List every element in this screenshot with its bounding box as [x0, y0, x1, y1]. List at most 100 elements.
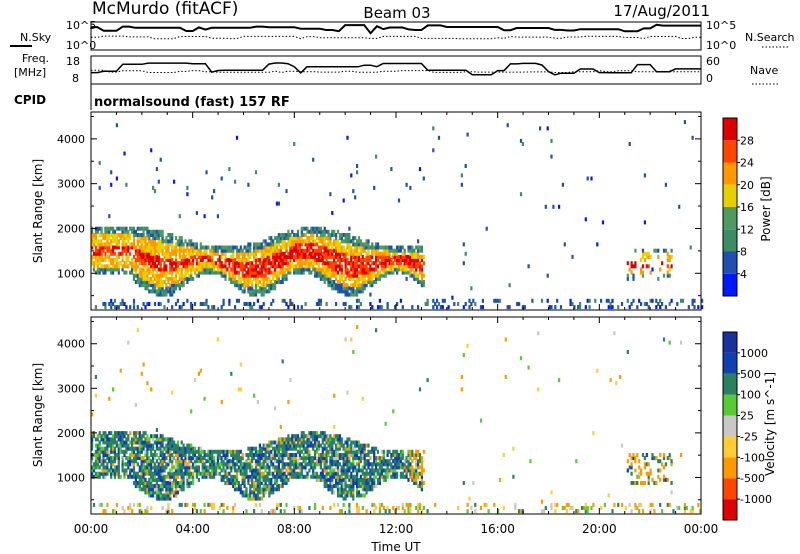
heatmap-cell — [357, 506, 361, 510]
heatmap-cell — [548, 305, 551, 310]
heatmap-cell — [222, 477, 225, 482]
heatmap-cell — [287, 229, 290, 234]
heatmap-cell — [295, 233, 298, 237]
heatmap-cell — [333, 267, 336, 272]
heatmap-cell — [662, 477, 666, 482]
heatmap-cell — [647, 481, 650, 485]
heatmap-cell — [184, 459, 187, 464]
heatmap-cell — [302, 431, 305, 436]
heatmap-cell — [346, 286, 349, 291]
heatmap-cell — [192, 456, 195, 461]
heatmap-cell — [289, 264, 292, 269]
heatmap-cell — [346, 267, 349, 272]
heatmap-cell — [268, 236, 271, 241]
heatmap-cell — [331, 242, 334, 247]
heatmap-cell — [163, 292, 166, 297]
heatmap-cell — [155, 248, 158, 253]
heatmap-cell — [146, 434, 149, 439]
heatmap-cell — [184, 261, 187, 266]
heatmap-cell — [150, 264, 153, 269]
heatmap-cell — [275, 273, 279, 278]
heatmap-cell — [350, 264, 353, 269]
heatmap-cell — [295, 453, 298, 457]
heatmap-cell — [134, 280, 137, 284]
heatmap-cell — [285, 258, 288, 263]
heatmap-cell — [304, 242, 307, 247]
heatmap-cell — [218, 449, 221, 454]
heatmap-cell — [94, 462, 97, 467]
heatmap-cell — [653, 509, 656, 514]
heatmap-cell — [356, 471, 359, 476]
heatmap-cell — [268, 481, 271, 485]
heatmap-cell — [350, 248, 353, 253]
heatmap-cell — [186, 280, 189, 284]
heatmap-cell — [131, 474, 134, 479]
heatmap-cell — [329, 248, 332, 253]
heatmap-cell — [590, 506, 593, 510]
heatmap-cell — [691, 509, 694, 514]
heatmap-cell — [335, 248, 338, 253]
heatmap-cell — [213, 456, 216, 461]
heatmap-cell — [405, 254, 408, 259]
heatmap-cell — [161, 242, 164, 247]
heatmap-cell — [110, 258, 113, 263]
heatmap-cell — [213, 251, 216, 256]
heatmap-cell — [140, 465, 143, 470]
heatmap-cell — [336, 251, 340, 256]
heatmap-cell — [264, 270, 267, 275]
heatmap-cell — [306, 261, 309, 266]
heatmap-cell — [159, 270, 162, 275]
heatmap-cell — [234, 267, 237, 272]
heatmap-cell — [138, 446, 141, 451]
heatmap-cell — [138, 283, 141, 288]
heatmap-cell — [117, 443, 120, 448]
heatmap-cell — [315, 258, 319, 263]
heatmap-cell — [392, 251, 395, 256]
heatmap-cell — [207, 471, 210, 476]
heatmap-cell — [283, 236, 286, 241]
heatmap-cell — [245, 270, 248, 275]
heatmap-cell — [264, 465, 267, 470]
heatmap-cell — [474, 502, 477, 507]
heatmap-cell — [174, 270, 178, 275]
heatmap-cell — [338, 264, 341, 269]
heatmap-cell — [256, 477, 259, 482]
heatmap-cell — [388, 462, 391, 467]
heatmap-cell — [235, 462, 239, 467]
heatmap-cell — [123, 434, 126, 439]
heatmap-cell — [354, 449, 357, 454]
heatmap-cell — [323, 453, 326, 457]
heatmap-cell — [306, 242, 309, 247]
heatmap-cell — [359, 251, 362, 256]
heatmap-cell — [291, 242, 294, 247]
heatmap-cell — [251, 468, 254, 473]
heatmap-cell — [110, 465, 113, 470]
heatmap-cell — [123, 245, 126, 250]
heatmap-cell — [323, 226, 326, 231]
heatmap-cell — [506, 123, 509, 128]
heatmap-cell — [312, 446, 315, 451]
heatmap-cell — [104, 305, 107, 310]
heatmap-cell — [178, 462, 181, 467]
heatmap-cell — [331, 471, 334, 476]
heatmap-cell — [319, 462, 322, 467]
heatmap-cell — [302, 261, 305, 266]
power-colorbar-swatch — [723, 229, 737, 252]
heatmap-cell — [344, 248, 347, 253]
heatmap-cell — [397, 245, 401, 250]
heatmap-cell — [411, 474, 414, 479]
heatmap-cell — [247, 465, 250, 470]
heatmap-cell — [611, 305, 614, 310]
heatmap-cell — [230, 273, 233, 278]
heatmap-cell — [342, 258, 345, 263]
heatmap-cell — [174, 487, 178, 492]
heatmap-cell — [262, 280, 265, 284]
heatmap-cell — [159, 477, 162, 482]
heatmap-cell — [142, 440, 145, 445]
heatmap-cell — [213, 449, 216, 454]
heatmap-cell — [401, 264, 404, 269]
heatmap-cell — [138, 254, 141, 259]
heatmap-cell — [159, 267, 162, 272]
heatmap-cell — [361, 245, 364, 250]
heatmap-cell — [113, 471, 117, 476]
